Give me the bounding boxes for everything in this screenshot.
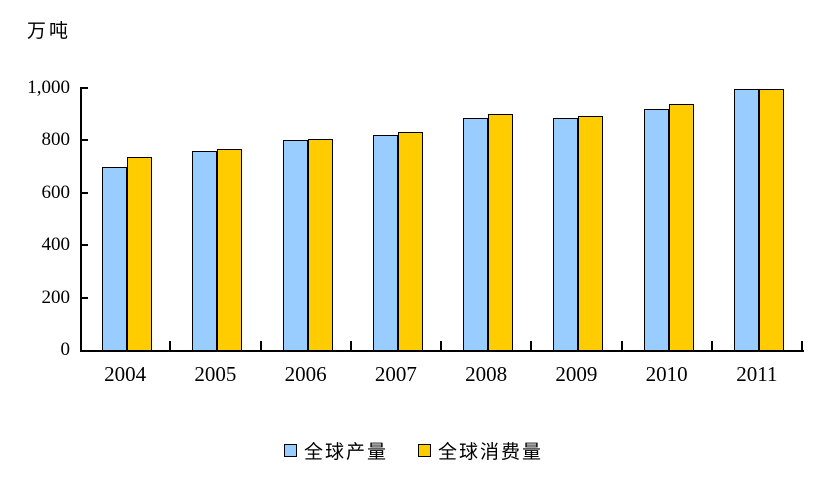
bar-2007-series-0 [372, 134, 398, 350]
y-tick-mark [80, 296, 88, 299]
x-axis-label: 2011 [736, 362, 778, 386]
y-tick-label: 0 [60, 339, 71, 360]
x-tick-mark [169, 341, 172, 350]
legend: 全球产量 全球消费量 [0, 437, 827, 464]
bar-2009-series-0 [553, 118, 579, 350]
legend-swatch-icon [418, 444, 431, 457]
bar-2008-series-0 [463, 117, 489, 350]
bar-2010-series-1 [668, 104, 694, 350]
legend-label: 全球消费量 [438, 442, 544, 463]
legend-swatch-icon [283, 444, 297, 457]
y-tick-mark [80, 87, 88, 89]
bar-2004-series-0 [102, 167, 128, 350]
bar-2008-series-1 [488, 113, 514, 350]
x-tick-mark [530, 341, 533, 350]
x-tick-mark [620, 341, 623, 350]
bar-2006-series-0 [282, 140, 308, 350]
y-tick-mark [80, 244, 88, 247]
y-tick-label: 200 [41, 286, 71, 308]
x-tick-mark [801, 341, 803, 350]
x-axis-label: 2007 [374, 362, 417, 386]
bar-2011-series-1 [758, 88, 784, 350]
bar-2005-series-1 [217, 148, 243, 350]
bar-2006-series-1 [307, 138, 333, 350]
bar-2009-series-1 [578, 116, 604, 350]
y-axis-title: 万吨 [27, 21, 72, 42]
y-tick-mark [80, 139, 88, 142]
legend-item-0: 全球产量 [283, 437, 388, 464]
bar-2005-series-0 [192, 150, 218, 350]
y-tick-label: 400 [41, 234, 71, 256]
x-axis-label: 2004 [104, 362, 147, 386]
y-tick-label: 800 [41, 129, 71, 151]
legend-item-1: 全球消费量 [418, 437, 543, 464]
x-axis-label: 2009 [555, 362, 598, 386]
x-axis-label: 2005 [194, 362, 237, 386]
y-tick-label: 1,000 [27, 77, 70, 98]
bar-2011-series-0 [733, 88, 759, 350]
bar-2010-series-0 [643, 108, 669, 350]
x-axis-label: 2006 [284, 362, 327, 386]
y-tick-mark [80, 191, 88, 194]
x-axis-label: 2010 [645, 362, 688, 386]
x-tick-mark [349, 341, 352, 350]
x-axis-label: 2008 [465, 362, 508, 386]
plot-area [80, 88, 804, 352]
x-tick-mark [710, 341, 713, 350]
y-tick-label: 600 [41, 181, 71, 203]
x-tick-mark [259, 341, 262, 350]
bar-2004-series-1 [127, 157, 153, 350]
bar-2007-series-1 [397, 131, 423, 350]
legend-label: 全球产量 [303, 442, 388, 463]
x-tick-mark [440, 341, 442, 350]
